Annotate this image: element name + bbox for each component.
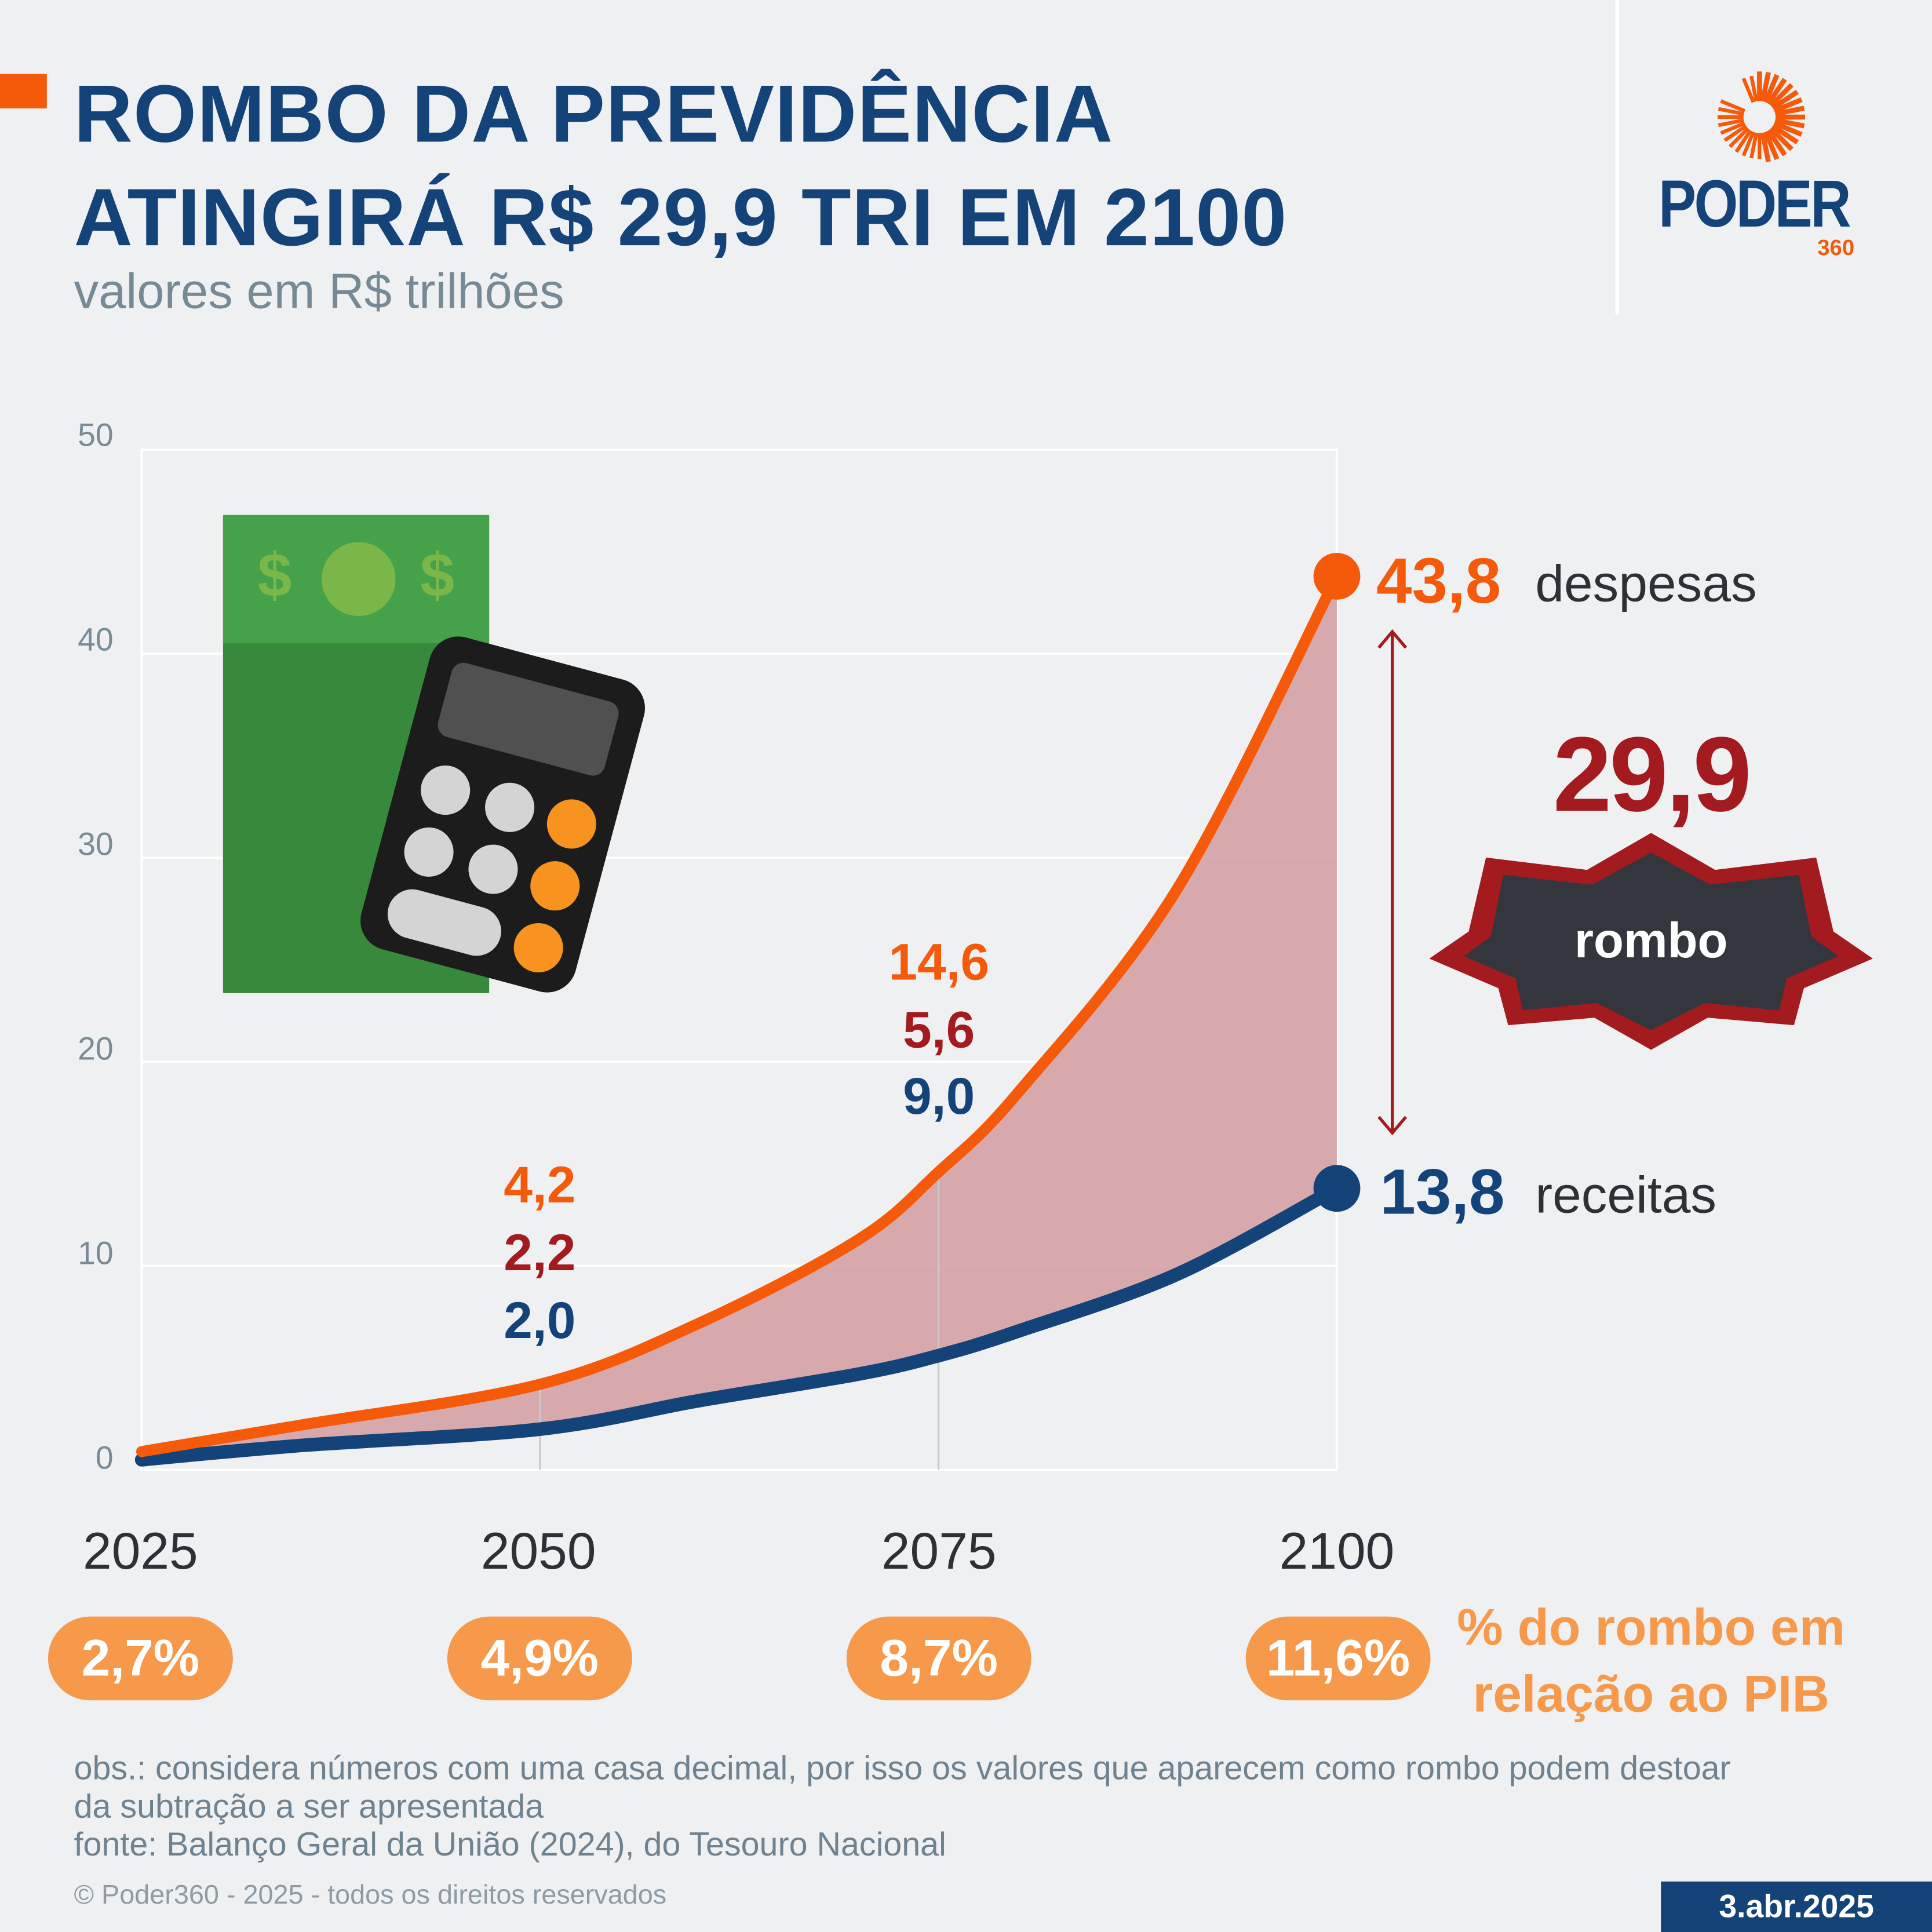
data-label-despesas-2075: 14,6: [888, 932, 990, 991]
sun-ray: [1741, 131, 1755, 157]
rombo-area: [141, 576, 1337, 1460]
data-label-rombo-2050: 2,2: [504, 1223, 576, 1282]
header-divider: [1615, 0, 1619, 315]
sun-ray: [1773, 121, 1803, 137]
rombo-badge-starburst: [1429, 833, 1873, 1050]
title-line-2: ATINGIRÁ R$ 29,9 TRI EM 2100: [74, 171, 1288, 263]
sun-ray: [1763, 74, 1780, 104]
sun-ray: [1718, 118, 1744, 127]
rombo-value: 29,9: [1552, 716, 1752, 834]
gap-arrowheads: [1377, 629, 1408, 1136]
sun-ray: [1769, 83, 1794, 108]
sun-ray: [1769, 126, 1794, 151]
pib-share-pill-2025: 2,7%: [48, 1616, 233, 1701]
sun-ray: [1749, 132, 1759, 159]
logo-suffix: 360: [1817, 235, 1855, 260]
sun-logo-icon: [1718, 71, 1806, 162]
sun-ray: [1763, 130, 1780, 161]
title-accent-bar: [0, 74, 47, 109]
pib-share-pill-2075: 8,7%: [846, 1616, 1031, 1701]
y-tick-label: 20: [78, 1030, 114, 1067]
sun-ray: [1771, 89, 1799, 111]
data-label-receitas-2075: 9,0: [903, 1067, 975, 1125]
sun-ray: [1773, 97, 1803, 114]
y-tick-label: 10: [78, 1234, 114, 1272]
sun-ray: [1766, 78, 1787, 105]
y-tick-label: 30: [78, 825, 114, 863]
y-tick-label: 40: [78, 621, 114, 658]
copyright: © Poder360 - 2025 - todos os direitos re…: [74, 1879, 667, 1910]
pib-share-title: % do rombo em relação ao PIB: [1429, 1594, 1872, 1727]
pib-share-pill-2050: 4,9%: [447, 1616, 632, 1701]
end-value-receitas: 13,8: [1380, 1157, 1505, 1229]
line-despesas: [136, 570, 1343, 1457]
obs-line-2: da subtração a ser apresentada: [74, 1788, 544, 1825]
y-tick-label: 50: [78, 416, 114, 454]
source-note: fonte: Balanço Geral da União (2024), do…: [74, 1826, 946, 1863]
pib-share-title-line-2: relação ao PIB: [1472, 1664, 1829, 1723]
data-label-receitas-2050: 2,0: [504, 1291, 576, 1350]
date-badge: 3.abr.2025: [1661, 1881, 1932, 1932]
sun-ray: [1720, 121, 1746, 135]
sun-ray: [1774, 118, 1805, 129]
sun-ray: [1749, 75, 1759, 102]
sun-ray: [1766, 129, 1787, 156]
x-tick-label: 2075: [881, 1521, 997, 1580]
sun-ray: [1718, 107, 1744, 116]
line-receitas: [134, 1182, 1344, 1467]
sun-ray: [1728, 127, 1750, 148]
pib-share-pill-2100: 11,6%: [1245, 1616, 1431, 1701]
data-label-despesas-2050: 4,2: [504, 1155, 576, 1214]
sun-ray: [1741, 77, 1755, 103]
logo-text: PODER: [1658, 167, 1851, 242]
subtitle: valores em R$ trilhões: [74, 265, 564, 319]
end-marker-receitas: [1313, 1165, 1361, 1212]
obs-line-1: obs.: considera números com uma casa dec…: [74, 1749, 1731, 1787]
sun-ray: [1734, 129, 1752, 153]
pib-share-title-line-1: % do rombo em: [1457, 1598, 1846, 1656]
x-tick-label: 2025: [83, 1521, 198, 1580]
title-line-1: ROMBO DA PREVIDÊNCIA: [74, 67, 1114, 159]
x-tick-label: 2100: [1279, 1521, 1395, 1580]
sun-ray: [1774, 105, 1805, 116]
series-label-despesas: despesas: [1535, 554, 1757, 613]
data-label-rombo-2075: 5,6: [903, 1000, 975, 1059]
sun-ray: [1720, 99, 1746, 113]
end-marker-despesas: [1313, 553, 1361, 600]
rombo-label: rombo: [1574, 914, 1728, 969]
series-label-receitas: receitas: [1535, 1165, 1717, 1224]
footnote: obs.: considera números com uma casa dec…: [74, 1749, 1873, 1864]
x-tick-label: 2050: [480, 1521, 596, 1580]
sun-ray: [1771, 123, 1799, 145]
y-tick-label: 0: [95, 1439, 114, 1477]
poder360-logo: PODER 360: [1651, 68, 1873, 265]
page-title: ROMBO DA PREVIDÊNCIA ATINGIRÁ R$ 29,9 TR…: [74, 61, 1288, 268]
sun-ray: [1760, 72, 1771, 102]
end-value-despesas: 43,8: [1376, 545, 1501, 618]
sun-ray: [1760, 132, 1771, 162]
sun-ray: [1723, 124, 1748, 142]
